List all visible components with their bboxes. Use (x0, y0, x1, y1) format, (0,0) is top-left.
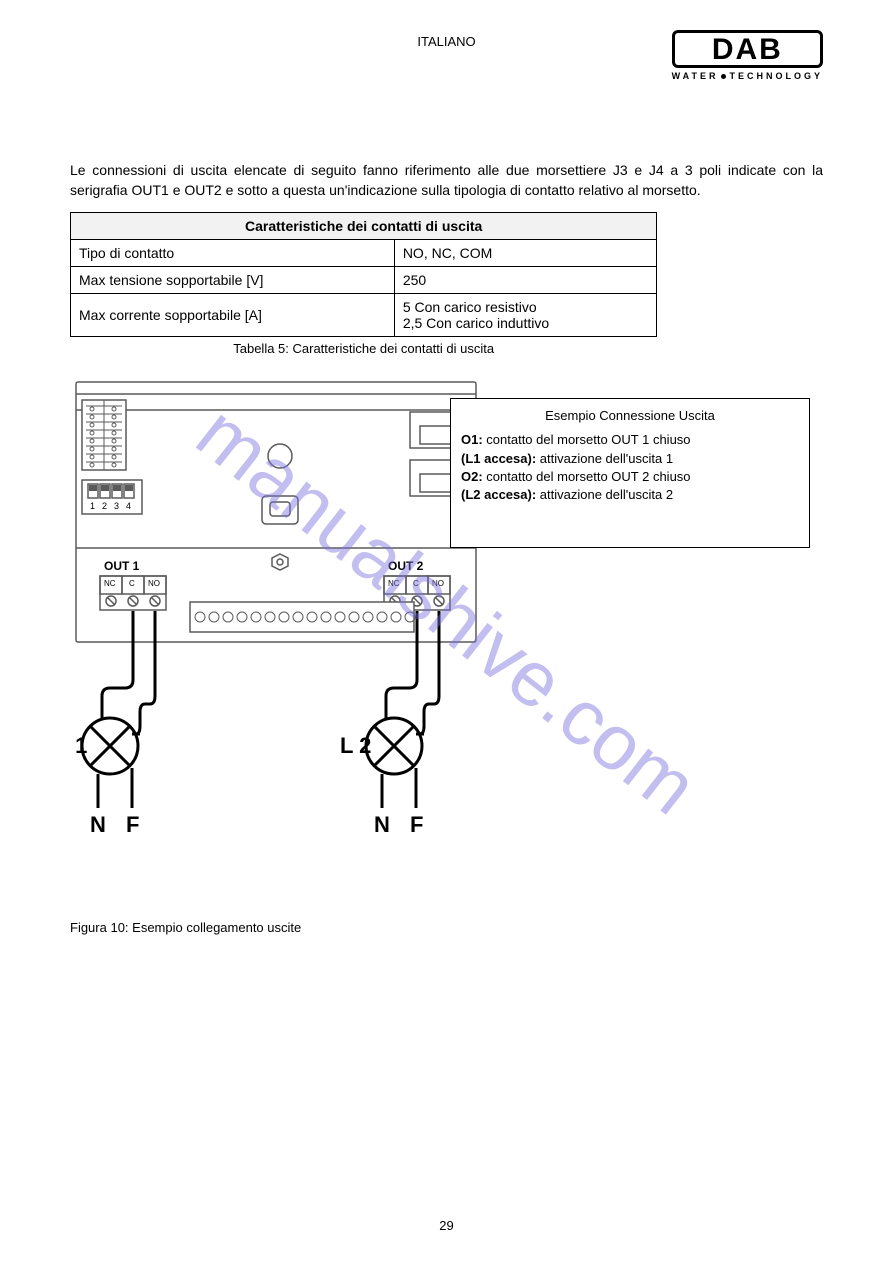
terminal-label: C (129, 579, 135, 588)
dip-label: 1 (90, 501, 95, 511)
n-label: N (90, 812, 106, 837)
n-label: N (374, 812, 390, 837)
out1-label: OUT 1 (104, 559, 140, 573)
page-header: ITALIANO DAB WATERTECHNOLOGY (70, 30, 823, 81)
table-cell: NO, NC, COM (394, 240, 657, 267)
logo-subtitle: WATER TECHNOLOGY (672, 71, 823, 81)
legend-title: Esempio Connessione Uscita (461, 407, 799, 425)
dip-label: 3 (114, 501, 119, 511)
terminal-label: NC (388, 579, 400, 588)
wiring-diagram: OUT 1 OUT 2 NC C NO NC C NO 1 2 3 4 L 1 … (70, 376, 510, 906)
output-spec-table: Caratteristiche dei contatti di uscita T… (70, 212, 657, 337)
table-cell: 250 (394, 267, 657, 294)
l1-label: L 1 (70, 733, 87, 758)
terminal-label: NO (148, 579, 160, 588)
table-row: Tipo di contatto NO, NC, COM (71, 240, 657, 267)
table-cell: Max tensione sopportabile [V] (71, 267, 395, 294)
logo-dot-icon (721, 74, 726, 79)
f-label: F (410, 812, 423, 837)
table-cell: 5 Con carico resistivo 2,5 Con carico in… (394, 294, 657, 337)
f-label: F (126, 812, 139, 837)
table-header: Caratteristiche dei contatti di uscita (71, 213, 657, 240)
terminal-label: NC (104, 579, 116, 588)
dip-label: 2 (102, 501, 107, 511)
dip-label: 4 (126, 501, 131, 511)
legend-line: (L2 accesa): attivazione dell'uscita 2 (461, 486, 799, 504)
language-label: ITALIANO (0, 34, 893, 49)
table-row: Max corrente sopportabile [A] 5 Con cari… (71, 294, 657, 337)
table-header-row: Caratteristiche dei contatti di uscita (71, 213, 657, 240)
table-cell: Tipo di contatto (71, 240, 395, 267)
out2-label: OUT 2 (388, 559, 424, 573)
intro-paragraph: Le connessioni di uscita elencate di seg… (70, 161, 823, 200)
page-number: 29 (0, 1218, 893, 1233)
terminal-label: NO (432, 579, 444, 588)
terminal-label: C (413, 579, 419, 588)
wiring-diagram-area: OUT 1 OUT 2 NC C NO NC C NO 1 2 3 4 L 1 … (70, 376, 823, 916)
logo-sub-right: TECHNOLOGY (729, 71, 823, 81)
table-row: Max tensione sopportabile [V] 250 (71, 267, 657, 294)
diagram-legend-box: Esempio Connessione Uscita O1: contatto … (450, 398, 810, 548)
l2-label: L 2 (340, 733, 371, 758)
logo-sub-left: WATER (672, 71, 719, 81)
legend-line: (L1 accesa): attivazione dell'uscita 1 (461, 450, 799, 468)
table-caption: Tabella 5: Caratteristiche dei contatti … (70, 341, 657, 356)
legend-line: O1: contatto del morsetto OUT 1 chiuso (461, 431, 799, 449)
table-cell: Max corrente sopportabile [A] (71, 294, 395, 337)
page: ITALIANO DAB WATERTECHNOLOGY Le connessi… (0, 0, 893, 1263)
legend-line: O2: contatto del morsetto OUT 2 chiuso (461, 468, 799, 486)
figure-caption: Figura 10: Esempio collegamento uscite (70, 920, 823, 935)
